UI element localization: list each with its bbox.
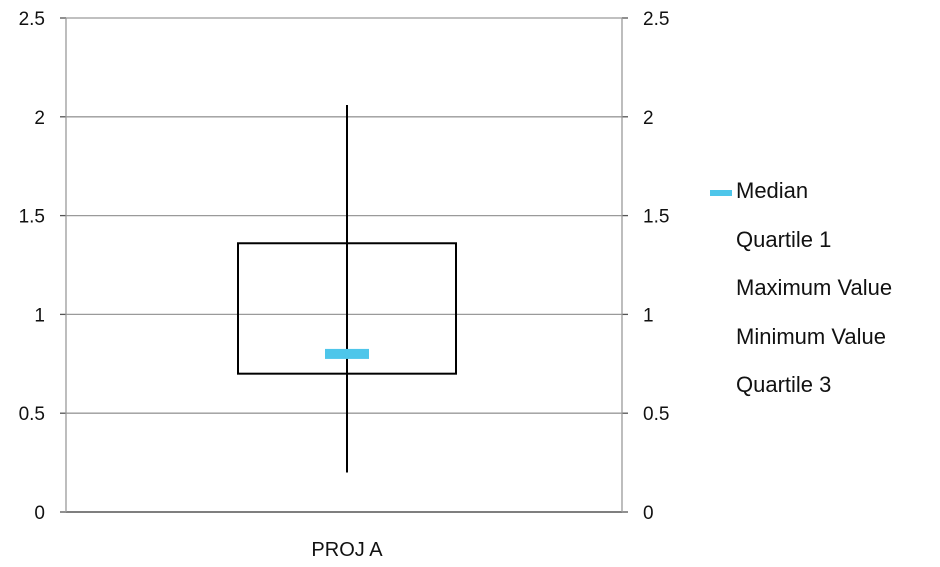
legend-swatch xyxy=(710,190,732,196)
y-tick-label-right: 2.5 xyxy=(643,9,669,30)
median-marker xyxy=(325,348,369,359)
y-tick-label-right: 0 xyxy=(643,503,654,524)
legend-label: Quartile 3 xyxy=(736,372,832,397)
legend-label: Quartile 1 xyxy=(736,226,832,252)
interquartile-box xyxy=(237,242,457,375)
legend-label: Median xyxy=(736,178,809,203)
y-tick-label-left: 2 xyxy=(34,108,45,129)
y-tick-label-right: 1.5 xyxy=(643,207,669,228)
x-category-label: PROJ A xyxy=(311,539,383,561)
y-tick-label-right: 0.5 xyxy=(643,404,669,425)
legend-label: Minimum Value xyxy=(736,323,886,349)
y-tick-label-left: 1.5 xyxy=(19,207,45,228)
y-tick-label-left: 1 xyxy=(34,305,45,326)
y-tick-label-right: 1 xyxy=(643,305,654,326)
y-tick-label-left: 0.5 xyxy=(19,404,45,425)
y-tick-label-left: 0 xyxy=(34,503,45,524)
legend-label: Maximum Value xyxy=(736,275,893,300)
y-tick-label-left: 2.5 xyxy=(19,9,45,30)
y-tick-label-right: 2 xyxy=(643,108,654,129)
